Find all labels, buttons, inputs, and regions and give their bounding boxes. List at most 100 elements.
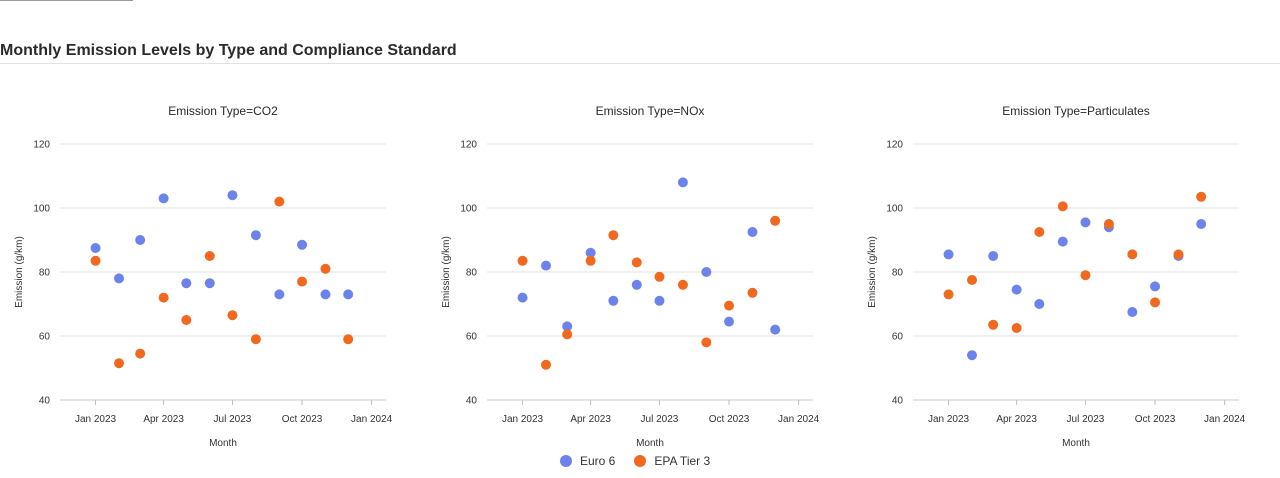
panel-2-point-epa-tier-3-6 [631, 257, 642, 268]
panel-1-point-epa-tier-3-7 [227, 310, 238, 321]
panel-2-xtick-label-apr-2023: Apr 2023 [570, 414, 611, 425]
panel-1-point-euro-6-10 [297, 239, 308, 250]
panel-1-xtick-label-oct-2023: Oct 2023 [282, 414, 323, 425]
panel-3-point-euro-6-2 [966, 350, 977, 361]
panel-2-point-epa-tier-3-1 [517, 255, 528, 266]
panel-2-point-euro-6-7 [654, 295, 665, 306]
panel-3-xtick-label-jul-2023: Jul 2023 [1067, 414, 1105, 425]
legend-label-epa-tier-3: EPA Tier 3 [654, 454, 711, 468]
panel-2-point-epa-tier-3-7 [654, 271, 665, 282]
panel-2-xtick-label-jul-2023: Jul 2023 [641, 414, 679, 425]
panel-1-point-epa-tier-3-2 [113, 358, 124, 369]
panel-2-x-axis-label: Month [636, 438, 664, 449]
panel-3-point-epa-tier-3-10 [1150, 297, 1161, 308]
legend-swatch-euro-6 [560, 455, 572, 467]
panel-1-ytick-label-60: 60 [39, 332, 51, 343]
panel-3-point-euro-6-7 [1080, 217, 1091, 228]
panel-1-point-epa-tier-3-8 [250, 334, 261, 345]
panel-3-point-epa-tier-3-2 [966, 275, 977, 285]
panel-1-point-epa-tier-3-12 [343, 334, 354, 345]
panel-1-point-euro-6-3 [135, 235, 146, 245]
panel-3-point-euro-6-12 [1196, 219, 1207, 229]
panel-2-point-epa-tier-3-10 [724, 300, 735, 311]
title-divider [0, 63, 1280, 64]
panel-2-point-euro-6-5 [608, 295, 619, 306]
panel-3-xtick-label-apr-2023: Apr 2023 [996, 414, 1037, 425]
panel-1-xtick-label-jan-2024: Jan 2024 [351, 414, 393, 425]
panel-3-point-epa-tier-3-12 [1196, 191, 1207, 202]
panel-2-ytick-label-120: 120 [460, 140, 477, 151]
panel-1-title: Emission Type=CO2 [168, 104, 278, 118]
panel-3-point-epa-tier-3-4 [1011, 323, 1022, 333]
panel-3-point-euro-6-9 [1127, 307, 1138, 317]
panel-3-point-epa-tier-3-1 [943, 289, 954, 300]
panel-3-ytick-label-100: 100 [886, 204, 903, 215]
panel-3-xtick-label-jan-2024: Jan 2024 [1204, 414, 1246, 425]
panel-1-ytick-label-120: 120 [33, 140, 50, 151]
panel-2-point-euro-6-4 [585, 247, 596, 258]
panel-3-ytick-label-120: 120 [886, 140, 903, 151]
panel-1-point-euro-6-12 [343, 289, 354, 300]
legend-label-euro-6: Euro 6 [580, 454, 616, 468]
panel-2-point-euro-6-6 [631, 279, 642, 290]
chart-legend: Euro 6 EPA Tier 3 [560, 454, 729, 468]
panel-2-ytick-label-60: 60 [466, 332, 478, 343]
panel-1-point-epa-tier-3-10 [297, 276, 308, 287]
panel-2-point-epa-tier-3-11 [747, 287, 758, 298]
panel-3-point-euro-6-5 [1034, 299, 1045, 309]
panel-3-x-axis-label: Month [1062, 438, 1090, 449]
panel-1-xtick-label-apr-2023: Apr 2023 [143, 414, 184, 425]
panel-1-point-epa-tier-3-1 [90, 255, 101, 266]
panel-2-point-euro-6-10 [724, 316, 735, 327]
panel-2-point-euro-6-11 [747, 227, 758, 237]
panel-2-point-epa-tier-3-12 [770, 215, 781, 226]
panel-2-point-euro-6-1 [517, 292, 528, 303]
panel-2-ytick-label-100: 100 [460, 204, 477, 215]
panel-3-point-epa-tier-3-6 [1057, 201, 1068, 212]
panel-2-point-euro-6-9 [701, 267, 712, 277]
panel-1-point-euro-6-7 [227, 190, 238, 201]
panel-2-point-euro-6-2 [540, 260, 551, 271]
panel-1-xtick-label-jan-2023: Jan 2023 [75, 414, 117, 425]
panel-3-ytick-label-60: 60 [892, 332, 904, 343]
panel-1-point-euro-6-4 [158, 193, 169, 204]
panel-1-ytick-label-80: 80 [39, 268, 51, 279]
panel-3-point-epa-tier-3-3 [988, 319, 999, 330]
panel-3-point-euro-6-3 [988, 251, 999, 261]
panel-2-title: Emission Type=NOx [596, 104, 705, 118]
panel-1-point-euro-6-1 [90, 243, 101, 253]
panel-3-xtick-label-oct-2023: Oct 2023 [1135, 414, 1176, 425]
panel-1-point-epa-tier-3-9 [274, 196, 285, 207]
panel-1-point-epa-tier-3-11 [320, 263, 331, 274]
panel-2-point-epa-tier-3-3 [562, 329, 573, 340]
panel-2-point-epa-tier-3-5 [608, 230, 619, 241]
panel-2-point-epa-tier-3-8 [677, 279, 688, 290]
panel-1-x-axis-label: Month [209, 438, 237, 449]
panel-1-point-euro-6-9 [274, 289, 285, 300]
panel-3-point-euro-6-6 [1057, 236, 1068, 247]
panel-1-point-euro-6-5 [181, 278, 192, 289]
panel-2-point-euro-6-8 [677, 177, 688, 188]
legend-item-epa-tier-3[interactable]: EPA Tier 3 [634, 454, 710, 468]
panel-2-y-axis-label: Emission (g/km) [441, 236, 452, 308]
panel-1-ytick-label-40: 40 [39, 396, 51, 407]
page-title: Monthly Emission Levels by Type and Comp… [0, 42, 457, 59]
top-tab-indicator [0, 0, 133, 1]
panel-2-xtick-label-oct-2023: Oct 2023 [709, 414, 750, 425]
panel-3-ytick-label-40: 40 [892, 396, 904, 407]
panel-1-point-euro-6-6 [204, 278, 215, 289]
panel-2-point-euro-6-12 [770, 324, 781, 335]
panel-1-xtick-label-jul-2023: Jul 2023 [214, 414, 252, 425]
panel-1-point-epa-tier-3-3 [135, 348, 146, 359]
panel-2-ytick-label-40: 40 [466, 396, 478, 407]
panel-2-xtick-label-jan-2024: Jan 2024 [778, 414, 820, 425]
panel-2-point-epa-tier-3-4 [585, 255, 596, 266]
panel-1-point-epa-tier-3-6 [204, 251, 215, 261]
panel-3-point-epa-tier-3-8 [1103, 219, 1114, 229]
legend-item-euro-6[interactable]: Euro 6 [560, 454, 615, 468]
panel-2-ytick-label-80: 80 [466, 268, 478, 279]
panel-1-point-euro-6-2 [113, 273, 124, 284]
panel-2-point-euro-6-3 [562, 321, 573, 332]
panel-3-point-euro-6-4 [1011, 284, 1022, 295]
